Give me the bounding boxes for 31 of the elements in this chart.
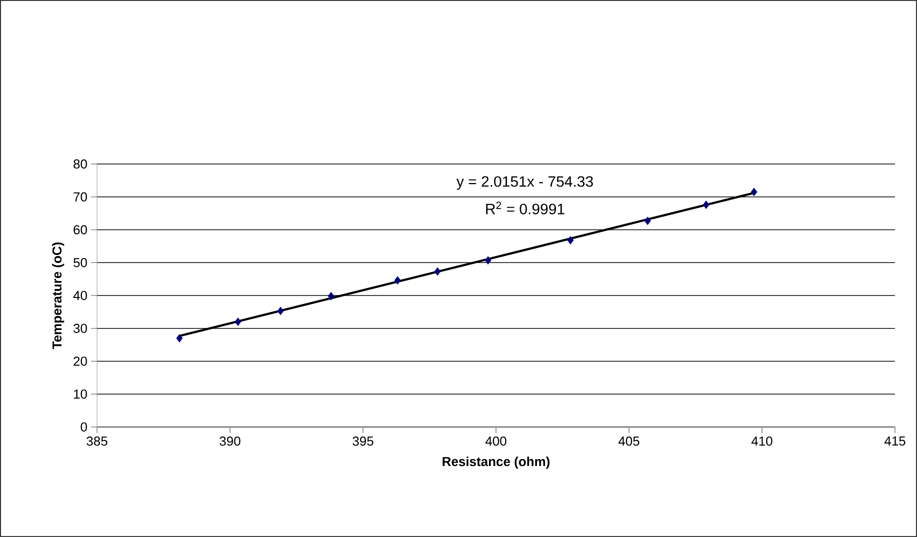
y-tick-label: 40 — [73, 290, 87, 300]
point — [702, 200, 710, 209]
y-tick-label: 20 — [74, 356, 87, 366]
x-tick-label: 415 — [884, 436, 906, 446]
x-tick-label: 385 — [86, 436, 108, 446]
y-tick-label: 30 — [74, 324, 87, 333]
x-tick-label: 400 — [485, 436, 506, 446]
point — [234, 318, 242, 326]
y-tick-label: 10 — [74, 390, 87, 399]
annotation: y = 2.0151x - 754.33 — [456, 176, 593, 190]
y-axis-title: Temperature (oC) — [52, 242, 64, 350]
point — [394, 276, 401, 285]
y-tick-label: 50 — [74, 258, 87, 268]
point — [567, 236, 574, 244]
x-axis-title: Resistance (ohm) — [442, 456, 550, 469]
x-tick-label: 405 — [618, 436, 640, 446]
y-tick-label: 80 — [74, 159, 87, 169]
point — [328, 292, 334, 300]
y-tick-label: 60 — [74, 225, 87, 234]
point — [484, 256, 492, 265]
x-tick-label: 395 — [352, 436, 374, 446]
point — [176, 334, 183, 342]
x-tick-label: 410 — [751, 436, 772, 446]
annotation: R$^{2}$ = 0.9991 — [486, 202, 564, 214]
y-tick-label: 70 — [74, 192, 87, 202]
point — [750, 188, 758, 196]
point — [434, 267, 441, 276]
point — [277, 306, 284, 316]
point — [644, 216, 651, 226]
y-tick-label: 0 — [80, 422, 87, 432]
x-tick-label: 390 — [220, 436, 240, 446]
